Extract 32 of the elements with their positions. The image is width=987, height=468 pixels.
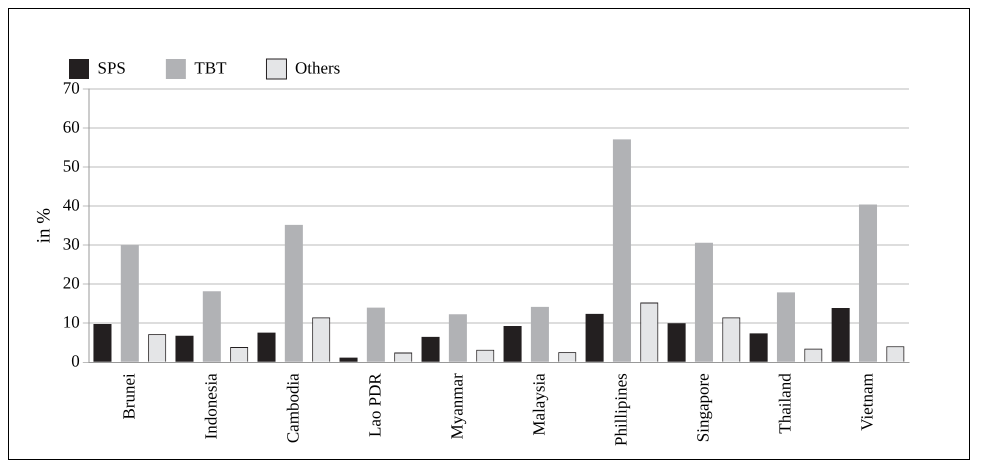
x-tick-label: Thailand	[775, 372, 794, 434]
legend-label: Others	[294, 58, 340, 78]
bar	[257, 332, 276, 362]
bar	[750, 333, 768, 362]
bar	[340, 358, 358, 362]
bar	[832, 308, 850, 362]
x-tick-label: Vietnam	[857, 373, 876, 431]
y-tick-label: 0	[71, 352, 80, 371]
bar	[175, 336, 194, 362]
x-tick-label: Cambodia	[283, 372, 302, 444]
legend-label: TBT	[194, 58, 228, 78]
x-tick-label: Singapore	[693, 373, 712, 442]
bar	[504, 326, 522, 362]
legend-label: SPS	[98, 58, 126, 78]
bar	[422, 336, 440, 362]
x-tick-label: Malaysia	[529, 372, 548, 436]
y-tick-label: 70	[62, 78, 80, 98]
bar	[668, 323, 686, 362]
y-axis-title: in %	[33, 208, 54, 244]
y-tick-label: 60	[62, 118, 80, 137]
bar	[586, 314, 604, 362]
x-tick-label: Lao PDR	[365, 372, 384, 438]
y-tick-label: 30	[62, 234, 80, 254]
x-tick-label: Indonesia	[201, 372, 220, 440]
x-tick-label: Brunei	[119, 373, 138, 420]
y-tick-label: 20	[62, 274, 80, 293]
bar	[93, 324, 112, 362]
x-tick-label: Phillipines	[611, 373, 630, 446]
y-tick-label: 50	[62, 156, 80, 176]
y-tick-label: 10	[62, 312, 80, 332]
x-tick-label: Myanmar	[447, 372, 466, 440]
y-tick-label: 40	[62, 196, 80, 215]
